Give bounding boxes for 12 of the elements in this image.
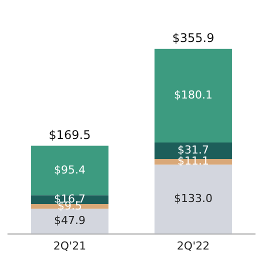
total-label: $355.9	[172, 31, 214, 46]
bar	[154, 48, 232, 142]
x-tick-label: 2Q'21	[53, 239, 86, 252]
bar	[154, 164, 232, 234]
data-label: $180.1	[174, 88, 212, 102]
x-tick-label: 2Q'22	[176, 239, 210, 252]
bar	[31, 146, 108, 196]
data-label: $95.4	[54, 163, 86, 176]
data-label: $47.9	[54, 214, 86, 228]
data-label: $133.0	[174, 192, 212, 206]
total-label: $169.5	[48, 128, 91, 142]
data-label: $31.7	[178, 144, 209, 157]
